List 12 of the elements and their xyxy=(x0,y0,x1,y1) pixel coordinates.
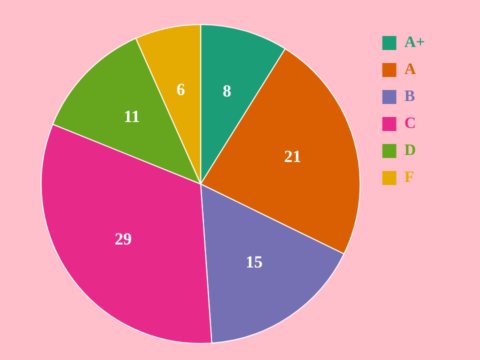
legend-label: F xyxy=(404,169,414,186)
data-label: 21 xyxy=(284,147,302,166)
data-label: 8 xyxy=(222,81,232,100)
legend-label: C xyxy=(404,115,416,132)
legend-label: A+ xyxy=(404,34,425,52)
legend-label: A xyxy=(404,61,416,78)
legend-label: D xyxy=(404,142,416,160)
data-label: 6 xyxy=(176,80,186,99)
data-label: 29 xyxy=(114,230,132,249)
data-label: 11 xyxy=(124,106,140,126)
legend-label: B xyxy=(404,88,416,106)
data-label: 15 xyxy=(246,252,263,272)
